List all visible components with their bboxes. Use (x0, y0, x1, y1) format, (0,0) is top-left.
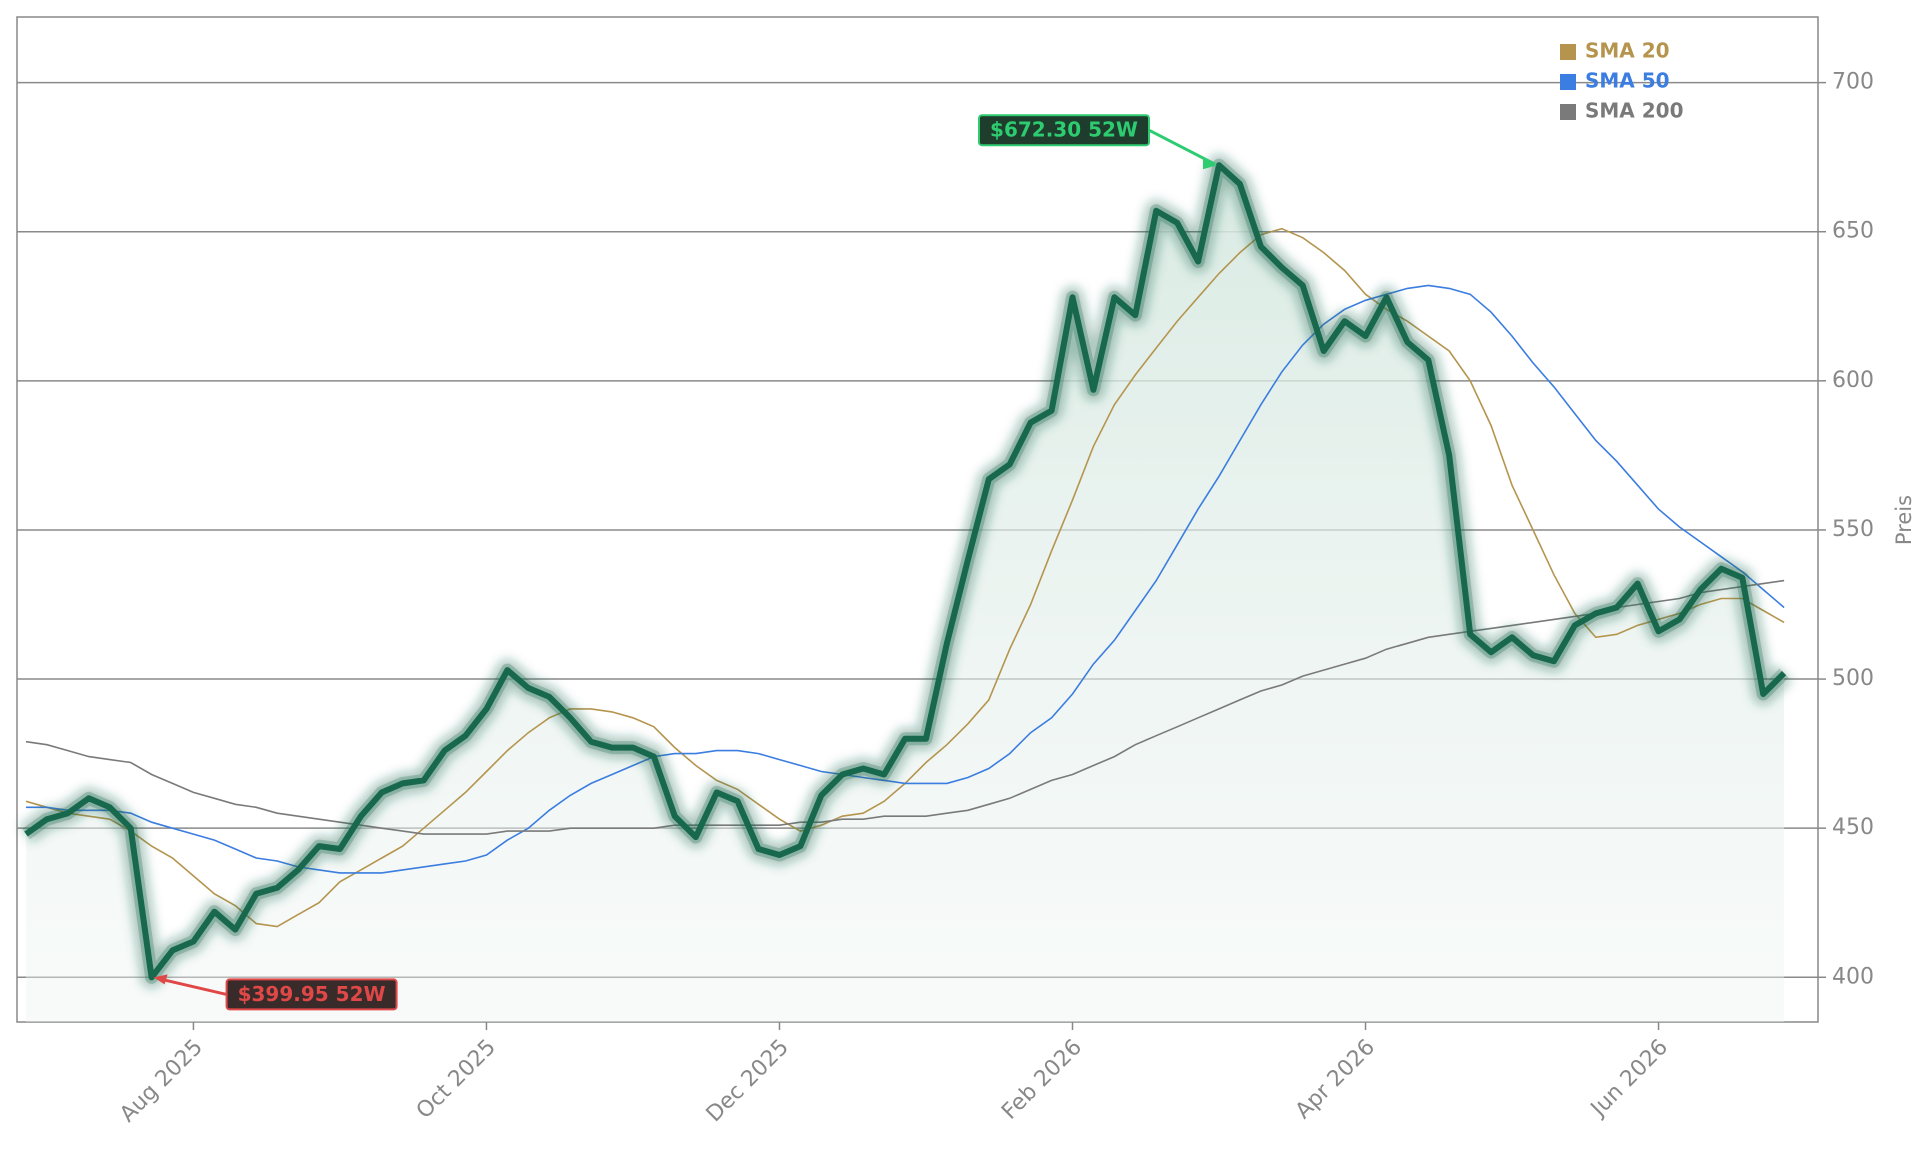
annotation-box (978, 114, 1151, 147)
x-tick-label: Dec 2025 (702, 1035, 794, 1127)
annotation-arrow (157, 976, 227, 996)
annotation-text: $672.30 52W (990, 118, 1138, 142)
x-tick-label: Aug 2025 (115, 1035, 208, 1128)
y-tick-label: 400 (1832, 964, 1874, 989)
y-tick-label: 650 (1832, 219, 1874, 244)
y-axis-label: Preis (1892, 495, 1916, 545)
x-tick-label: Oct 2025 (412, 1035, 501, 1124)
annotation-arrowhead (1203, 158, 1218, 170)
price-line (24, 162, 1787, 981)
legend-swatch (1560, 44, 1576, 60)
legend-label: SMA 200 (1585, 99, 1684, 123)
legend-swatch (1560, 74, 1576, 90)
sma-line (26, 284, 1785, 874)
sma-line (25, 579, 1785, 835)
y-tick-label: 450 (1832, 815, 1874, 840)
legend-swatch (1560, 104, 1576, 120)
y-tick-label: 600 (1832, 368, 1874, 393)
y-tick-label: 550 (1832, 517, 1874, 542)
y-tick-label: 500 (1832, 666, 1874, 691)
annotation-box (225, 978, 398, 1011)
legend-label: SMA 20 (1585, 39, 1670, 63)
annotation-arrowhead (153, 974, 168, 985)
annotation: $672.30 52W (978, 114, 1218, 170)
annotation: $399.95 52W (153, 974, 398, 1011)
annotation-text: $399.95 52W (238, 982, 386, 1006)
y-tick-label: 700 (1832, 70, 1874, 95)
x-tick-label: Apr 2026 (1291, 1035, 1380, 1124)
x-tick-label: Jun 2026 (1585, 1035, 1673, 1123)
annotation-arrow (1148, 128, 1216, 166)
legend-label: SMA 50 (1585, 69, 1670, 93)
price-area (26, 165, 1785, 1022)
x-tick-label: Feb 2026 (997, 1035, 1087, 1125)
